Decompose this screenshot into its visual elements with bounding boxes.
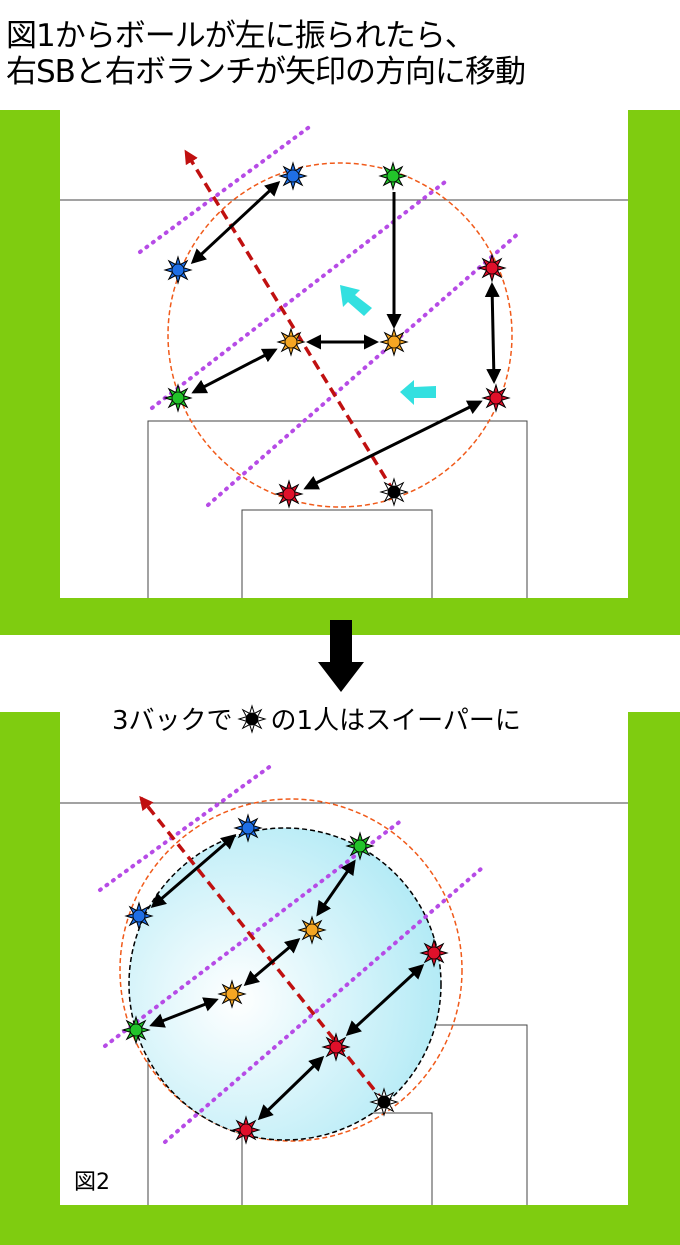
- player-orange-marker-icon: [276, 327, 306, 357]
- title-line-1: 図1からボールが左に振られたら、: [6, 18, 476, 54]
- caption: 3バックで の1人はスイーパーに: [112, 700, 521, 737]
- player-orange-marker-icon: [297, 915, 327, 945]
- sweeper-star-icon: [236, 703, 267, 734]
- down-arrow-icon: [318, 620, 364, 692]
- player-green-marker-icon: [121, 1015, 151, 1045]
- player-orange-marker-icon: [379, 327, 409, 357]
- player-blue-marker-icon: [124, 901, 154, 931]
- player-black-marker-icon: [379, 477, 409, 507]
- player-red-marker-icon: [231, 1115, 261, 1145]
- figure-1: [0, 110, 680, 635]
- player-black-marker-icon: [369, 1087, 399, 1117]
- player-red-marker-icon: [321, 1032, 351, 1062]
- player-green-marker-icon: [345, 831, 375, 861]
- title-line-2: 右SBと右ボランチが矢印の方向に移動: [6, 54, 526, 90]
- player-blue-marker-icon: [233, 813, 263, 843]
- player-green-marker-icon: [163, 383, 193, 413]
- player-red-marker-icon: [477, 253, 507, 283]
- player-blue-marker-icon: [278, 161, 308, 191]
- player-red-marker-icon: [419, 938, 449, 968]
- player-red-marker-icon: [481, 383, 511, 413]
- player-green-marker-icon: [378, 161, 408, 191]
- caption-before: 3バックで: [112, 706, 233, 736]
- sweeper-marker-icon: [236, 703, 267, 734]
- player-blue-marker-icon: [163, 255, 193, 285]
- title: 図1からボールが左に振られたら、 右SBと右ボランチが矢印の方向に移動: [6, 18, 526, 90]
- player-orange-marker-icon: [217, 979, 247, 1009]
- figure-2-label: 図2: [74, 1170, 110, 1195]
- caption-after: の1人はスイーパーに: [270, 706, 521, 736]
- figure-2: [0, 712, 680, 1245]
- cyan-move-arrow-icon: [340, 285, 436, 405]
- player-red-marker-icon: [274, 479, 304, 509]
